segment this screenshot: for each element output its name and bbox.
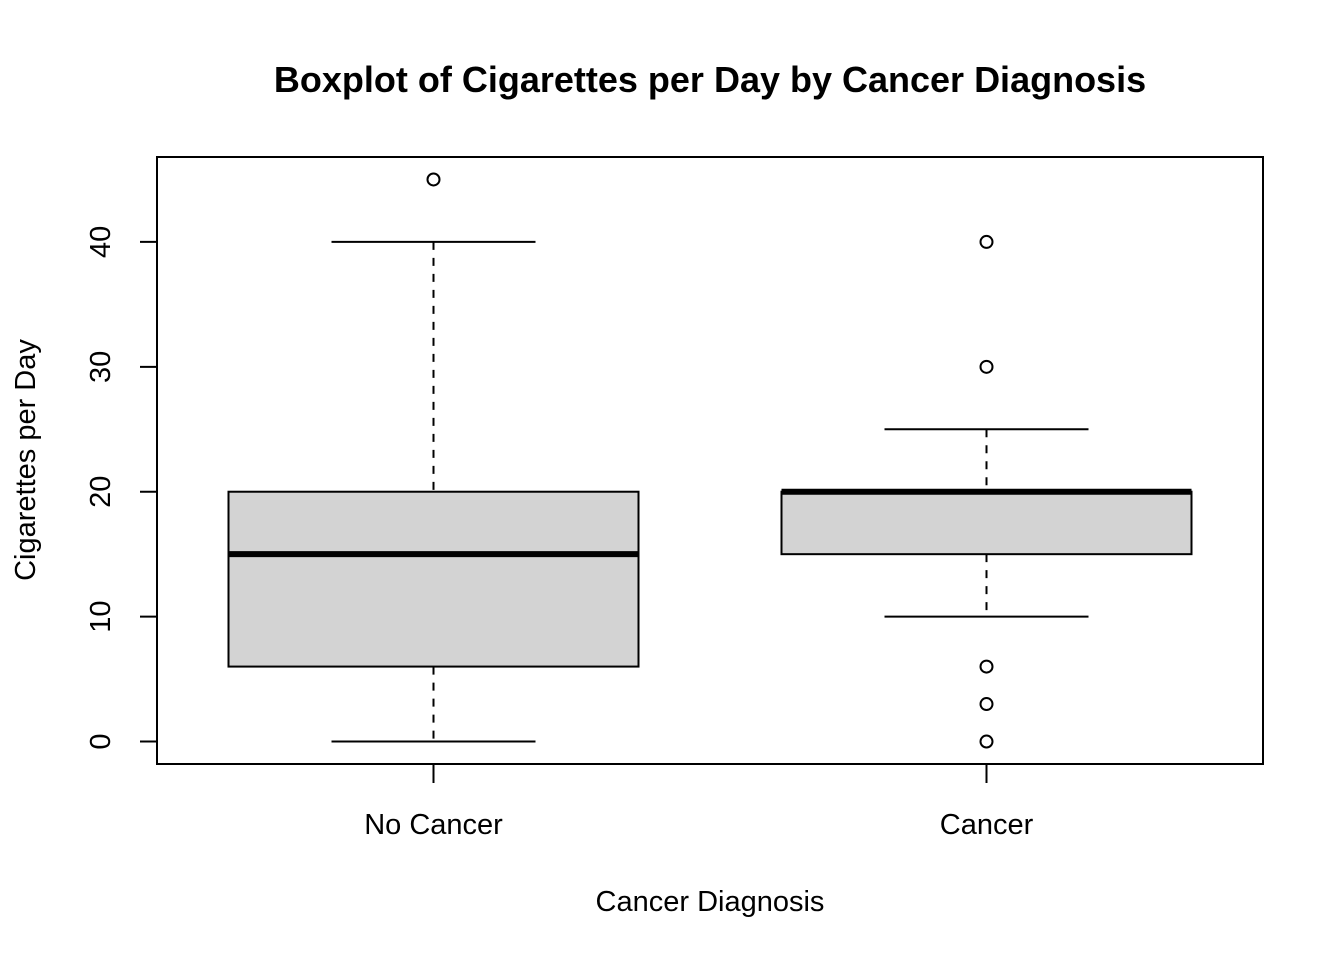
outlier-point bbox=[979, 359, 994, 374]
y-tick-label: 0 bbox=[85, 733, 117, 749]
plot-frame bbox=[156, 156, 1264, 765]
chart-title: Boxplot of Cigarettes per Day by Cancer … bbox=[274, 59, 1146, 100]
x-tick-label: Cancer bbox=[940, 809, 1034, 841]
iqr-box bbox=[780, 490, 1193, 556]
y-tick-label: 10 bbox=[85, 600, 117, 632]
boxes-layer bbox=[227, 172, 1193, 749]
box-group bbox=[227, 172, 640, 743]
outlier-point bbox=[426, 172, 441, 187]
y-tick-label: 40 bbox=[85, 226, 117, 258]
outlier-point bbox=[979, 697, 994, 712]
y-axis: 0 10 20 30 40 bbox=[85, 226, 158, 750]
box-group bbox=[780, 234, 1193, 749]
outlier-point bbox=[979, 734, 994, 749]
y-tick-label: 30 bbox=[85, 351, 117, 383]
iqr-box bbox=[227, 490, 640, 668]
x-axis: No Cancer Cancer bbox=[364, 764, 1034, 841]
y-axis-label: Cigarettes per Day bbox=[10, 339, 42, 581]
x-axis-label: Cancer Diagnosis bbox=[596, 886, 825, 918]
x-tick-label: No Cancer bbox=[364, 809, 503, 841]
outlier-point bbox=[979, 659, 994, 674]
outlier-point bbox=[979, 234, 994, 249]
y-tick-label: 20 bbox=[85, 476, 117, 508]
